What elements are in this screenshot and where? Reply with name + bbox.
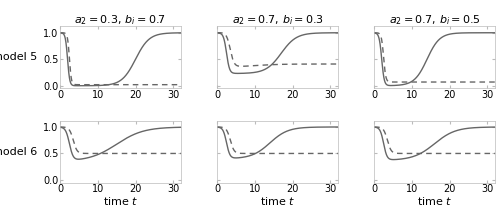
X-axis label: time $t$: time $t$ <box>417 195 452 207</box>
Y-axis label: model 6: model 6 <box>0 147 38 157</box>
X-axis label: time $t$: time $t$ <box>260 195 295 207</box>
Title: $a_2 = 0.3,\, b_i = 0.7$: $a_2 = 0.3,\, b_i = 0.7$ <box>74 14 166 28</box>
X-axis label: time $t$: time $t$ <box>102 195 138 207</box>
Title: $a_2 = 0.7,\, b_i = 0.3$: $a_2 = 0.7,\, b_i = 0.3$ <box>232 14 324 28</box>
Y-axis label: model 5: model 5 <box>0 52 38 62</box>
Title: $a_2 = 0.7,\, b_i = 0.5$: $a_2 = 0.7,\, b_i = 0.5$ <box>388 14 480 28</box>
